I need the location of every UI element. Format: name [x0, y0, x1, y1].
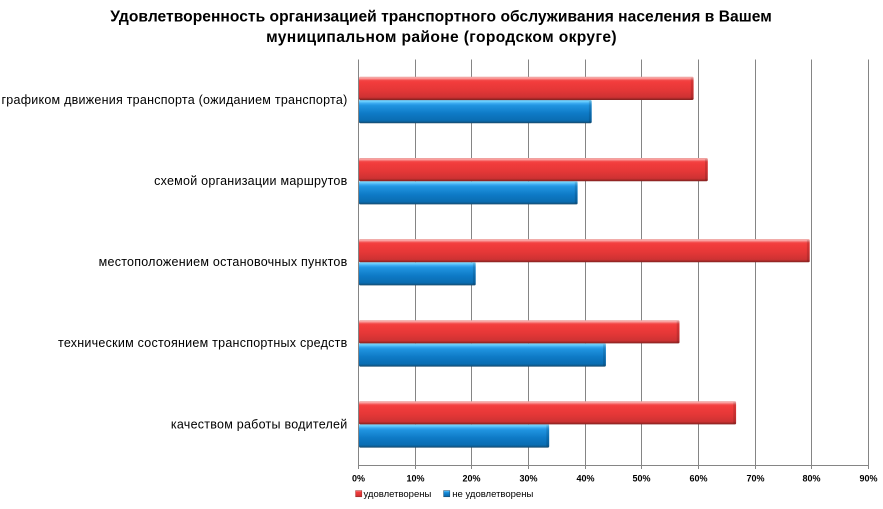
svg-text:графиком движения транспорта: графиком движения транспорта (ожиданием … [1, 93, 347, 107]
svg-text:Удовлетворенность организацией: Удовлетворенность организацией транспорт… [110, 8, 772, 25]
svg-text:не удовлетворены: не удовлетворены [452, 489, 533, 500]
svg-text:техническим состоянием трансп: техническим состоянием транспортных сред… [58, 336, 348, 350]
svg-text:50%: 50% [632, 474, 650, 484]
svg-text:удовлетворены: удовлетворены [364, 489, 432, 500]
svg-text:10%: 10% [406, 474, 424, 484]
svg-text:40%: 40% [576, 474, 594, 484]
svg-text:местоположением остановочных: местоположением остановочных пунктов [99, 255, 348, 269]
svg-text:качеством работы водителей: качеством работы водителей [171, 417, 348, 431]
svg-text:муниципальном районе (городско: муниципальном районе (городском округе) [266, 29, 617, 46]
svg-text:70%: 70% [746, 474, 764, 484]
svg-text:30%: 30% [519, 474, 537, 484]
svg-text:0%: 0% [352, 474, 365, 484]
svg-text:90%: 90% [859, 474, 877, 484]
svg-text:60%: 60% [689, 474, 707, 484]
svg-text:20%: 20% [462, 474, 480, 484]
svg-text:схемой организации маршрутов: схемой организации маршрутов [154, 174, 347, 188]
svg-text:80%: 80% [802, 474, 820, 484]
